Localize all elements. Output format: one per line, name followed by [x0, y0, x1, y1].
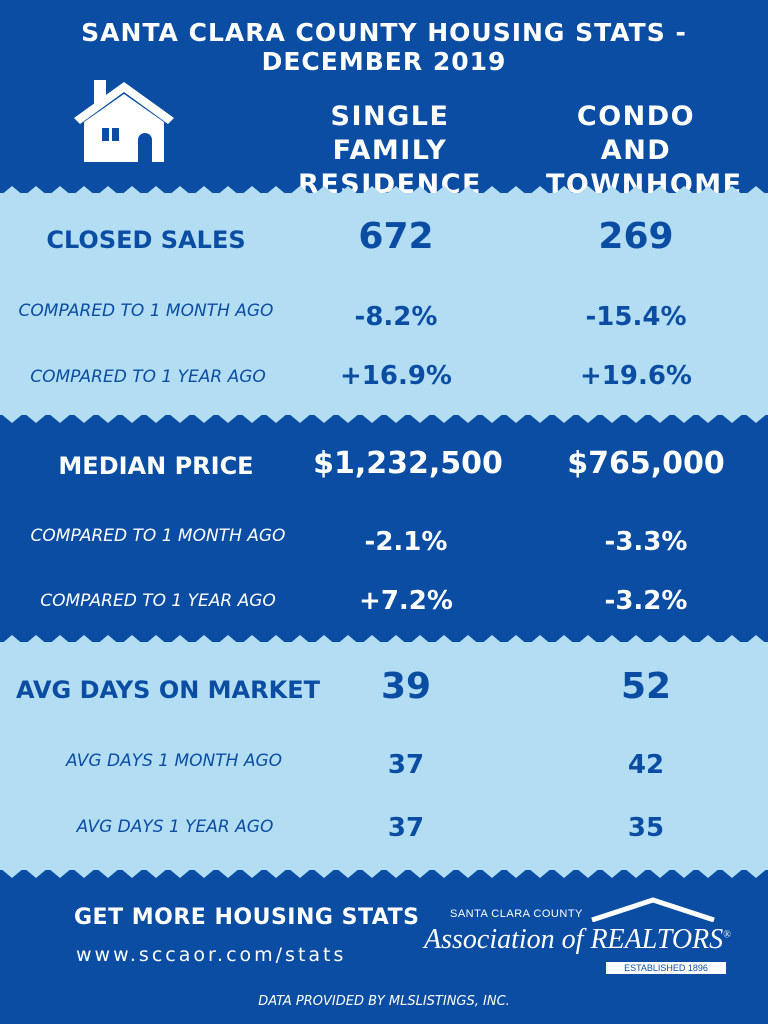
median-price-label: MEDIAN PRICE	[58, 452, 254, 480]
days-year-condo: 35	[627, 813, 665, 843]
page-title: SANTA CLARA COUNTY HOUSING STATS - DECEM…	[81, 18, 687, 76]
days-month-label: AVG DAYS 1 MONTH AGO	[65, 751, 283, 771]
roof-icon	[591, 897, 715, 922]
logo-established: ESTABLISHED 1896	[606, 962, 726, 974]
closed-sales-year-sfr: +16.9%	[340, 361, 452, 391]
median-price-month-condo: -3.3%	[604, 527, 688, 557]
median-price-sfr-value: $1,232,500	[313, 446, 503, 481]
median-price-condo-value: $765,000	[567, 446, 725, 481]
zigzag-divider	[0, 868, 768, 878]
closed-sales-sfr-value: 672	[358, 216, 434, 257]
days-year-label: AVG DAYS 1 YEAR AGO	[76, 817, 274, 837]
days-month-condo: 42	[627, 750, 665, 780]
median-price-year-sfr: +7.2%	[359, 586, 453, 616]
closed-sales-label: CLOSED SALES	[46, 226, 246, 254]
days-year-sfr: 37	[387, 813, 425, 843]
logo-county-text: SANTA CLARA COUNTY	[450, 908, 583, 920]
association-logo: SANTA CLARA COUNTY Association of REALTO…	[420, 896, 731, 976]
house-icon	[74, 80, 174, 162]
days-on-market-section	[0, 642, 768, 870]
zigzag-divider	[0, 413, 768, 423]
median-price-month-sfr: -2.1%	[364, 527, 448, 557]
days-on-market-condo-value: 52	[620, 666, 672, 707]
closed-sales-month-sfr: -8.2%	[354, 302, 438, 332]
days-month-sfr: 37	[387, 750, 425, 780]
closed-sales-year-condo: +19.6%	[580, 361, 692, 391]
zigzag-divider	[0, 186, 768, 196]
days-on-market-label: AVG DAYS ON MARKET	[16, 676, 320, 704]
closed-sales-condo-value: 269	[598, 216, 674, 257]
median-price-year-condo: -3.2%	[604, 586, 688, 616]
zigzag-divider	[0, 635, 768, 645]
closed-sales-month-label: COMPARED TO 1 MONTH AGO	[18, 301, 274, 321]
closed-sales-section	[0, 193, 768, 415]
closed-sales-year-label: COMPARED TO 1 YEAR AGO	[30, 367, 266, 387]
cta-heading: GET MORE HOUSING STATS	[74, 905, 420, 930]
logo-name-text: Association of REALTORS®	[424, 924, 731, 955]
median-price-year-label: COMPARED TO 1 YEAR AGO	[40, 591, 276, 611]
median-price-month-label: COMPARED TO 1 MONTH AGO	[30, 526, 286, 546]
stats-link[interactable]: www.sccaor.com/stats	[76, 944, 347, 966]
days-on-market-sfr-value: 39	[380, 666, 432, 707]
closed-sales-month-condo: -15.4%	[585, 302, 687, 332]
data-source-footer: DATA PROVIDED BY MLSLISTINGS, INC.	[258, 994, 510, 1009]
